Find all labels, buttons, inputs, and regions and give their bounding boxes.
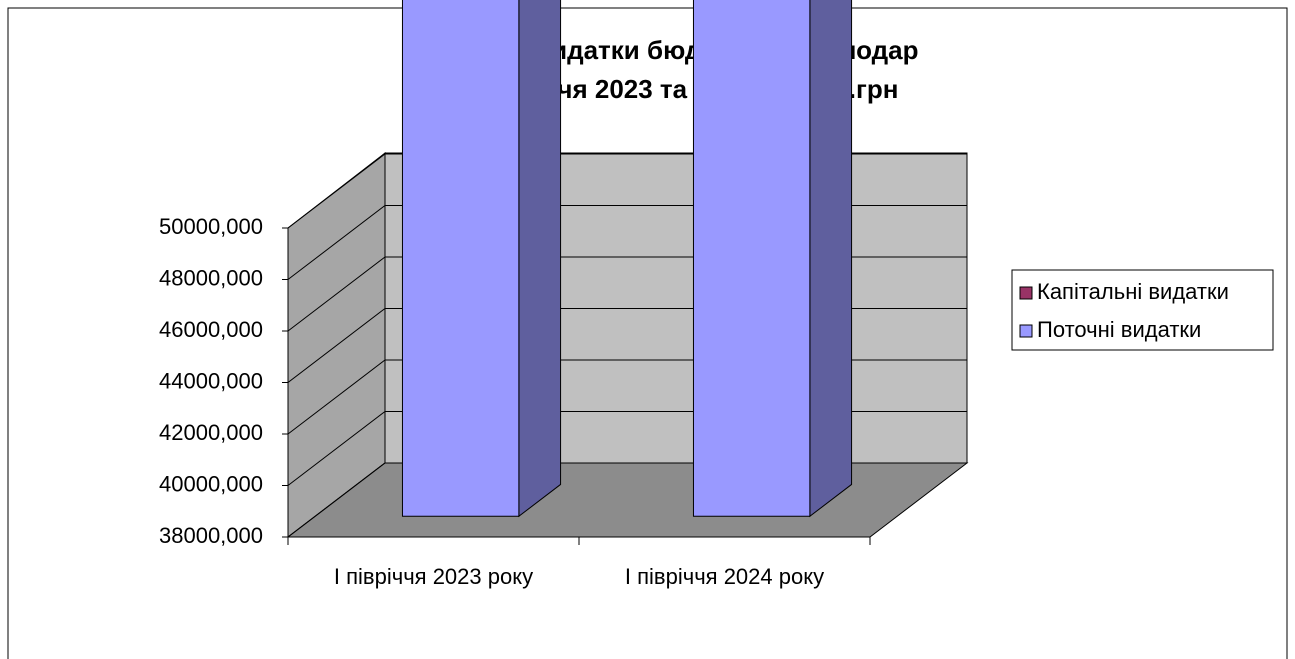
- bar: [401, 0, 520, 517]
- bar-side: [809, 0, 853, 518]
- x-tick-label: І півріччя 2024 року: [625, 564, 824, 589]
- bar: [692, 0, 811, 517]
- legend-swatch: [1019, 324, 1033, 338]
- grid-line: [287, 153, 386, 229]
- legend: [1011, 269, 1274, 351]
- legend-label: Капітальні видатки: [1037, 279, 1229, 304]
- y-tick-label: 44000,000: [159, 368, 263, 393]
- grid-line: [287, 308, 386, 383]
- y-tick-label: 46000,000: [159, 317, 263, 342]
- y-tick-label: 48000,000: [159, 265, 263, 290]
- grid-line: [287, 411, 386, 486]
- floor: [286, 462, 969, 538]
- legend-swatch: [1019, 286, 1033, 300]
- y-tick-label: 42000,000: [159, 420, 263, 445]
- grid-line: [287, 462, 386, 538]
- grid-line: [287, 359, 386, 435]
- x-tick-label: І півріччя 2023 року: [334, 564, 533, 589]
- bar-side: [518, 0, 562, 518]
- grid-line: [287, 256, 386, 332]
- grid-line: [287, 205, 386, 280]
- legend-label: Поточні видатки: [1037, 317, 1201, 342]
- y-tick-label: 38000,000: [159, 523, 263, 548]
- y-tick-label: 50000,000: [159, 214, 263, 239]
- y-tick-label: 40000,000: [159, 471, 263, 496]
